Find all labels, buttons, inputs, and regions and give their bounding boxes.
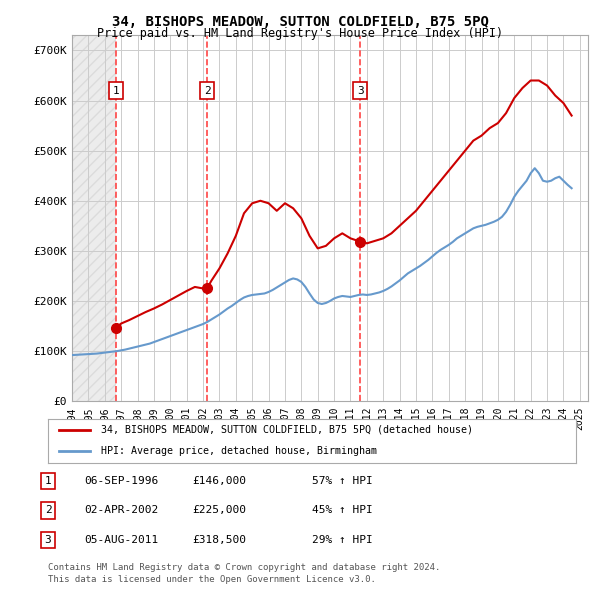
Text: 3: 3 (357, 86, 364, 96)
Text: £146,000: £146,000 (192, 476, 246, 486)
Text: 34, BISHOPS MEADOW, SUTTON COLDFIELD, B75 5PQ (detached house): 34, BISHOPS MEADOW, SUTTON COLDFIELD, B7… (101, 425, 473, 435)
Text: 57% ↑ HPI: 57% ↑ HPI (312, 476, 373, 486)
Text: Price paid vs. HM Land Registry's House Price Index (HPI): Price paid vs. HM Land Registry's House … (97, 27, 503, 40)
Text: 02-APR-2002: 02-APR-2002 (84, 506, 158, 515)
Text: 2: 2 (44, 506, 52, 515)
Text: Contains HM Land Registry data © Crown copyright and database right 2024.: Contains HM Land Registry data © Crown c… (48, 563, 440, 572)
Text: 06-SEP-1996: 06-SEP-1996 (84, 476, 158, 486)
Text: 2: 2 (204, 86, 211, 96)
Text: 34, BISHOPS MEADOW, SUTTON COLDFIELD, B75 5PQ: 34, BISHOPS MEADOW, SUTTON COLDFIELD, B7… (112, 15, 488, 29)
Text: 05-AUG-2011: 05-AUG-2011 (84, 535, 158, 545)
Text: 1: 1 (113, 86, 119, 96)
Text: 3: 3 (44, 535, 52, 545)
Text: £225,000: £225,000 (192, 506, 246, 515)
Text: HPI: Average price, detached house, Birmingham: HPI: Average price, detached house, Birm… (101, 446, 377, 455)
Bar (72, 35, 116, 401)
Text: 45% ↑ HPI: 45% ↑ HPI (312, 506, 373, 515)
Text: 29% ↑ HPI: 29% ↑ HPI (312, 535, 373, 545)
Text: This data is licensed under the Open Government Licence v3.0.: This data is licensed under the Open Gov… (48, 575, 376, 584)
Text: £318,500: £318,500 (192, 535, 246, 545)
Text: 1: 1 (44, 476, 52, 486)
